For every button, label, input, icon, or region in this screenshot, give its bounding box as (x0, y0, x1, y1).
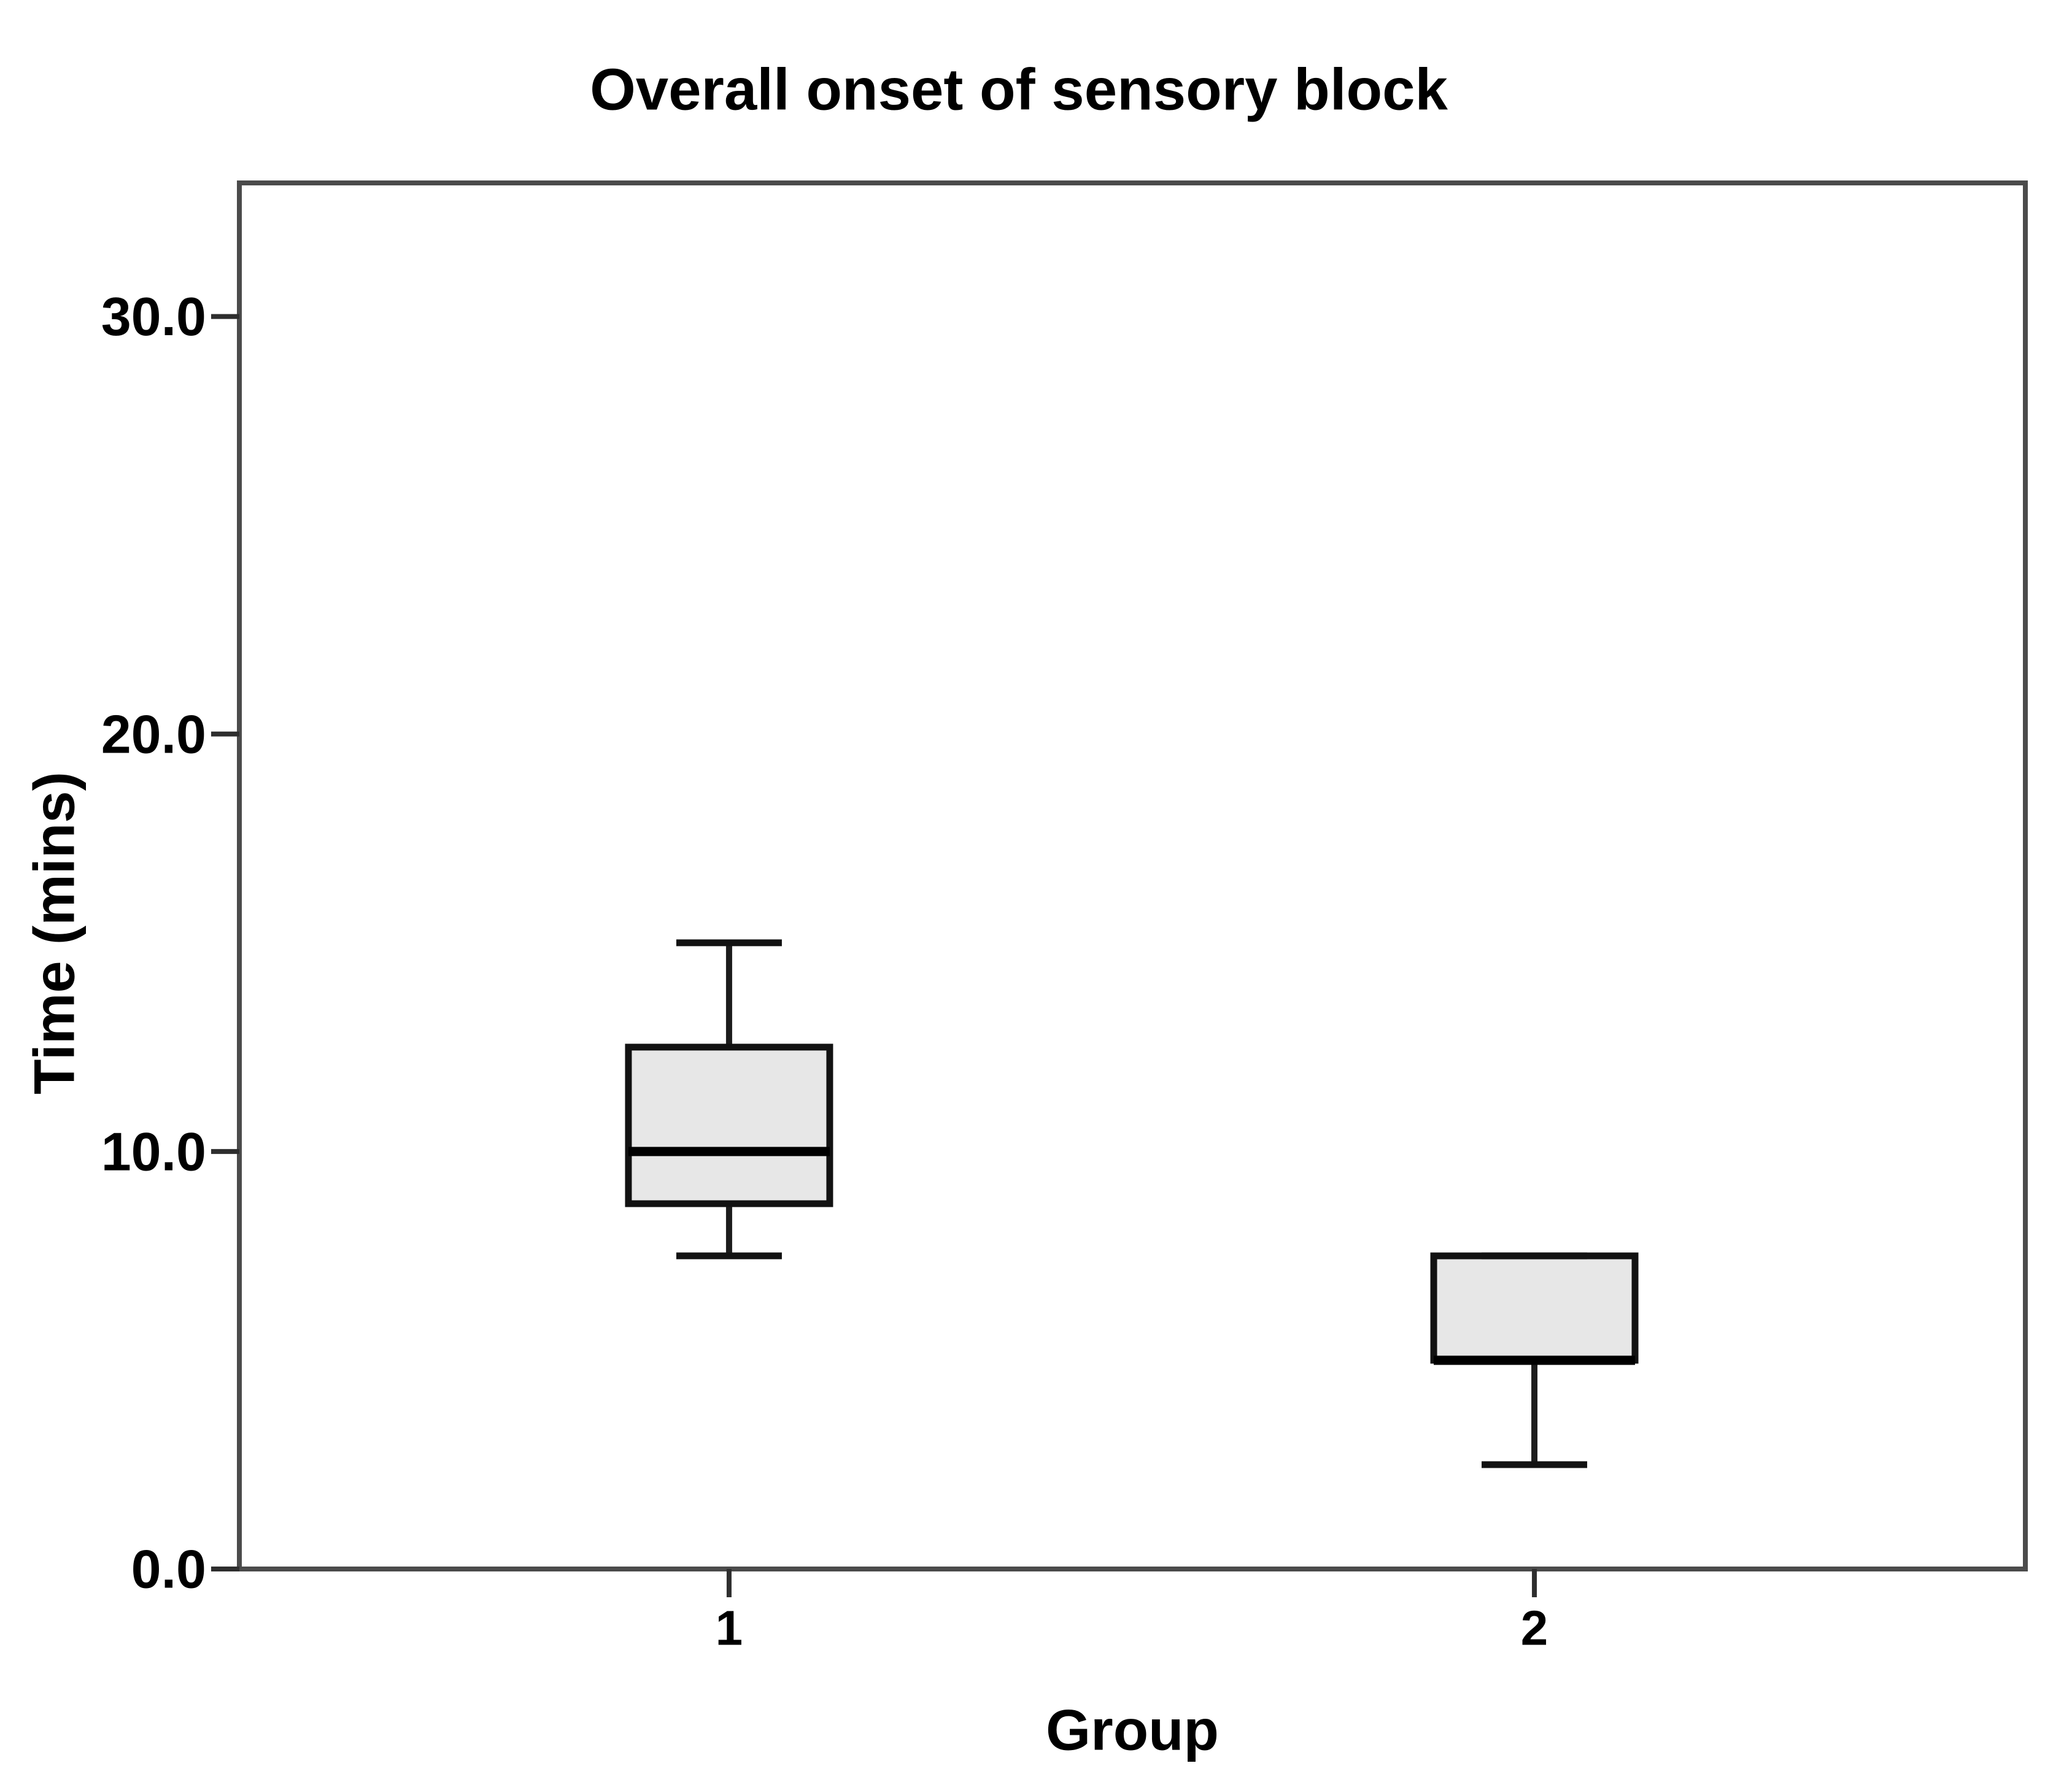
x-tick-label: 2 (1521, 1601, 1548, 1656)
y-axis-title: Time (mins) (22, 772, 87, 1094)
y-tick-label: 30.0 (101, 286, 206, 347)
x-tick-label: 1 (716, 1601, 743, 1656)
plot-frame (237, 180, 2028, 1571)
chart-title: Overall onset of sensory block (590, 57, 1448, 123)
boxplot-group-2 (1430, 1252, 1639, 1468)
y-tick-label: 10.0 (101, 1121, 206, 1182)
iqr-box (625, 1044, 833, 1207)
y-tick-label: 20.0 (101, 703, 206, 764)
y-tick-label: 0.0 (131, 1539, 206, 1600)
y-axis: 0.0 10.0 20.0 30.0 (101, 286, 239, 1600)
iqr-box (1430, 1252, 1639, 1364)
boxplot-group-1 (625, 939, 833, 1260)
x-axis-title: Group (1046, 1698, 1219, 1762)
